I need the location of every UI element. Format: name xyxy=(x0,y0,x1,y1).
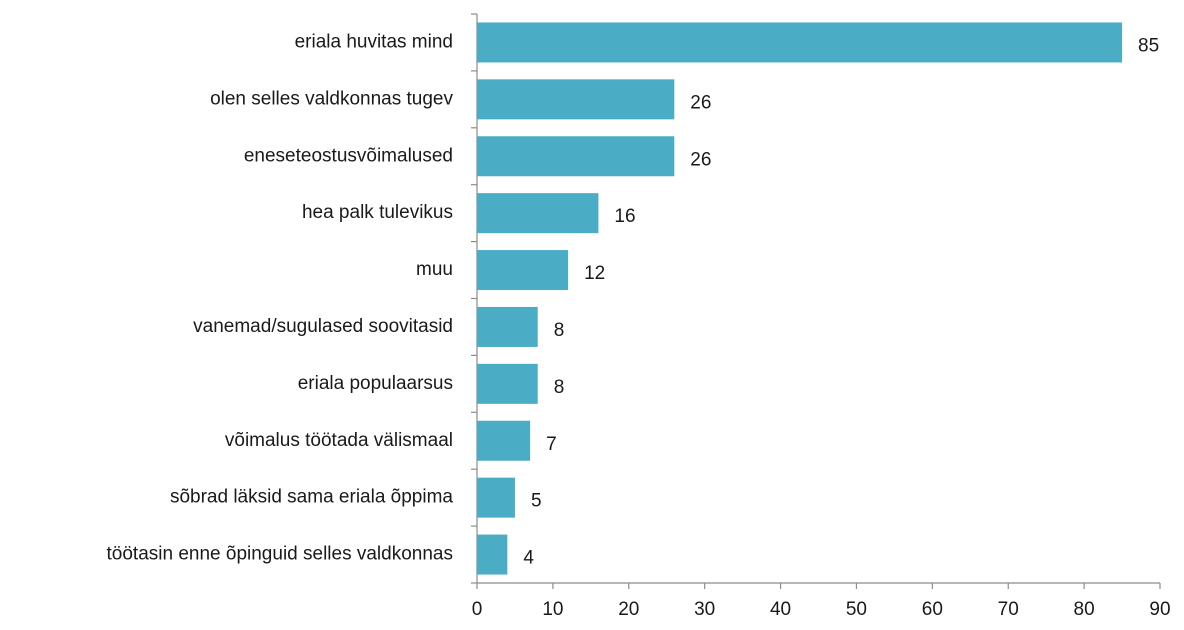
y-tick-label: muu xyxy=(416,259,453,280)
y-tick-label: eriala populaarsus xyxy=(298,373,453,394)
data-label: 7 xyxy=(546,434,557,455)
data-label: 16 xyxy=(614,206,635,227)
x-tick-label: 90 xyxy=(1149,599,1170,620)
y-tick-label: eriala huvitas mind xyxy=(295,31,453,52)
y-tick-label: vanemad/sugulased soovitasid xyxy=(193,316,453,337)
x-tick-label: 60 xyxy=(922,599,943,620)
y-tick-label: töötasin enne õpinguid selles valdkonnas xyxy=(107,544,453,565)
data-label: 8 xyxy=(554,320,565,341)
x-tick-label: 30 xyxy=(694,599,715,620)
data-label: 85 xyxy=(1138,35,1159,56)
bar xyxy=(477,193,599,234)
x-tick-label: 70 xyxy=(998,599,1019,620)
y-tick-label: eneseteostusvõimalused xyxy=(244,145,453,166)
x-tick-label: 0 xyxy=(472,599,483,620)
bar xyxy=(477,477,515,518)
bar xyxy=(477,22,1123,63)
x-tick-label: 80 xyxy=(1074,599,1095,620)
x-tick-label: 10 xyxy=(542,599,563,620)
y-tick-label: olen selles valdkonnas tugev xyxy=(210,88,453,109)
data-label: 12 xyxy=(584,263,605,284)
y-tick-label: võimalus töötada välismaal xyxy=(225,430,453,451)
x-tick-label: 40 xyxy=(770,599,791,620)
data-label: 5 xyxy=(531,491,542,512)
data-label: 26 xyxy=(690,149,711,170)
bar xyxy=(477,136,675,177)
data-label: 26 xyxy=(690,92,711,113)
data-label: 8 xyxy=(554,377,565,398)
bar xyxy=(477,79,675,120)
bar xyxy=(477,420,531,461)
y-tick-label: sõbrad läksid sama eriala õppima xyxy=(170,487,453,508)
x-tick-label: 20 xyxy=(618,599,639,620)
bar xyxy=(477,250,569,291)
data-label: 4 xyxy=(523,548,534,569)
bar xyxy=(477,534,508,575)
bar xyxy=(477,306,538,347)
bar xyxy=(477,363,538,404)
x-tick-label: 50 xyxy=(846,599,867,620)
y-tick-label: hea palk tulevikus xyxy=(302,202,453,223)
